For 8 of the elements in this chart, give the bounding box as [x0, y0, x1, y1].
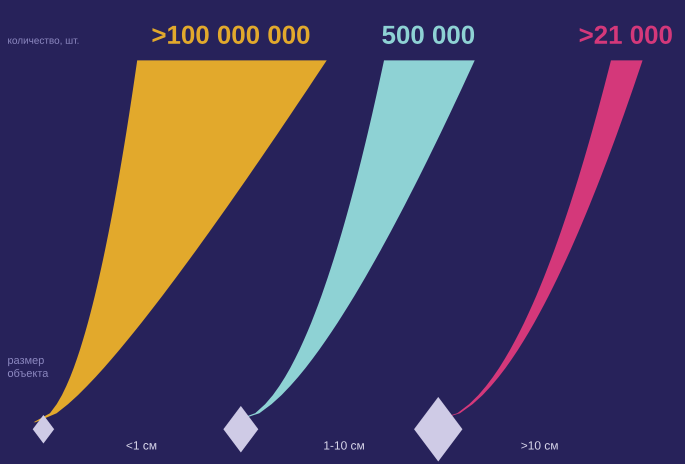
text: размер объекта [8, 358, 48, 377]
text: количество, шт. [8, 38, 78, 46]
data-label: >21 000 [580, 26, 672, 44]
category-label: 1-10 см [324, 441, 364, 450]
data-label: 500 000 [382, 26, 474, 44]
data-label: >100 000 000 [152, 26, 310, 44]
category-label: >10 см [521, 441, 558, 450]
category-label: <1 см [126, 441, 156, 450]
